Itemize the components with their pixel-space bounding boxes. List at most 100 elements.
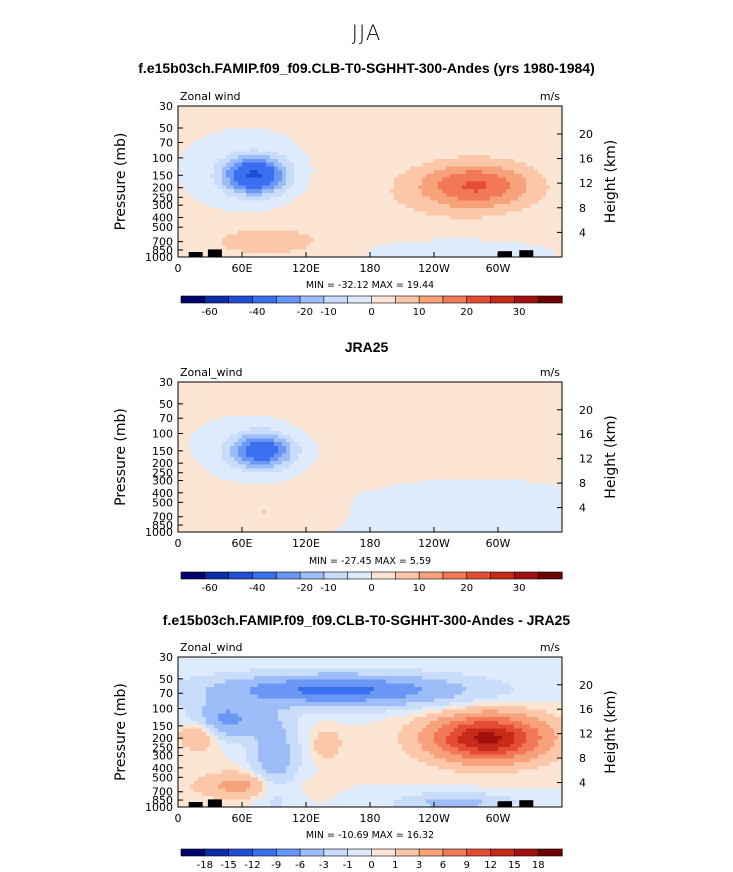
contour-cell bbox=[462, 121, 467, 126]
contour-cell bbox=[262, 181, 267, 186]
contour-cell bbox=[374, 389, 379, 394]
contour-cell bbox=[294, 215, 299, 220]
contour-cell bbox=[214, 181, 219, 186]
contour-cell bbox=[490, 185, 495, 190]
contour-cell bbox=[358, 155, 363, 160]
contour-cell bbox=[282, 226, 287, 231]
contour-cell bbox=[350, 151, 355, 156]
contour-cell bbox=[458, 241, 463, 247]
contour-cell bbox=[330, 162, 335, 167]
contour-cell bbox=[286, 219, 291, 224]
contour-cell bbox=[462, 419, 467, 424]
contour-cell bbox=[510, 196, 515, 201]
contour-cell bbox=[434, 128, 439, 133]
contour-cell bbox=[398, 234, 403, 239]
contour-cell bbox=[258, 151, 263, 156]
y-tick-label: 700 bbox=[152, 236, 173, 249]
contour-cell bbox=[194, 241, 199, 247]
contour-cell bbox=[318, 211, 323, 216]
contour-cell bbox=[418, 215, 423, 220]
contour-cell bbox=[350, 158, 355, 164]
contour-cell bbox=[506, 151, 511, 156]
contour-cell bbox=[342, 177, 347, 182]
contour-cell bbox=[534, 412, 539, 417]
contour-cell bbox=[518, 158, 523, 164]
contour-cell bbox=[242, 389, 247, 394]
contour-cell bbox=[250, 128, 255, 133]
contour-cell bbox=[290, 219, 295, 224]
contour-cell bbox=[302, 143, 307, 148]
contour-cell bbox=[518, 109, 523, 114]
contour-cell bbox=[450, 173, 455, 179]
contour-cell bbox=[542, 162, 547, 167]
contour-cell bbox=[474, 238, 479, 243]
contour-cell bbox=[242, 132, 247, 137]
contour-cell bbox=[518, 219, 523, 224]
contour-cell bbox=[322, 238, 327, 243]
contour-cell bbox=[306, 132, 311, 137]
contour-cell bbox=[450, 234, 455, 239]
contour-cell bbox=[362, 241, 367, 247]
contour-cell bbox=[438, 241, 443, 247]
contour-cell bbox=[466, 249, 471, 254]
contour-cell bbox=[546, 226, 551, 231]
contour-cell bbox=[342, 397, 347, 402]
contour-cell bbox=[330, 117, 335, 122]
contour-cell bbox=[414, 143, 419, 148]
contour-cell bbox=[374, 404, 379, 409]
contour-cell bbox=[182, 136, 187, 141]
contour-cell bbox=[202, 166, 207, 171]
contour-cell bbox=[378, 241, 383, 247]
contour-cell bbox=[290, 189, 295, 194]
contour-cell bbox=[374, 385, 379, 390]
contour-cell bbox=[186, 181, 191, 186]
contour-cell bbox=[282, 139, 287, 145]
contour-cell bbox=[510, 226, 515, 231]
contour-cell bbox=[554, 419, 559, 424]
contour-cell bbox=[530, 196, 535, 201]
contour-cell bbox=[250, 238, 255, 243]
contour-cell bbox=[234, 147, 239, 152]
contour-cell bbox=[446, 158, 451, 164]
contour-cell bbox=[546, 132, 551, 137]
contour-cell bbox=[534, 400, 539, 405]
contour-cell bbox=[202, 419, 207, 424]
contour-cell bbox=[222, 185, 227, 190]
contour-cell bbox=[406, 185, 411, 190]
contour-cell bbox=[466, 382, 471, 387]
contour-cell bbox=[334, 219, 339, 224]
contour-cell bbox=[210, 423, 215, 428]
contour-cell bbox=[218, 196, 223, 201]
contour-cell bbox=[290, 185, 295, 190]
contour-cell bbox=[382, 139, 387, 145]
contour-cell bbox=[554, 397, 559, 402]
contour-cell bbox=[482, 215, 487, 220]
contour-cell bbox=[298, 124, 303, 130]
contour-cell bbox=[378, 400, 383, 405]
contour-cell bbox=[230, 211, 235, 216]
contour-cell bbox=[234, 192, 239, 197]
contour-cell bbox=[234, 173, 239, 179]
contour-cell bbox=[182, 192, 187, 197]
contour-cell bbox=[450, 132, 455, 137]
contour-cell bbox=[186, 408, 191, 413]
contour-cell bbox=[470, 128, 475, 133]
contour-cell bbox=[314, 106, 319, 111]
contour-cell bbox=[238, 173, 243, 179]
contour-cell bbox=[558, 177, 563, 182]
contour-cell bbox=[290, 385, 295, 390]
contour-cell bbox=[350, 249, 355, 254]
contour-cell bbox=[234, 113, 239, 118]
contour-cell bbox=[330, 128, 335, 133]
contour-cell bbox=[494, 192, 499, 197]
contour-cell bbox=[510, 238, 515, 243]
contour-cell bbox=[254, 132, 259, 137]
contour-cell bbox=[362, 238, 367, 243]
contour-cell bbox=[242, 189, 247, 194]
contour-cell bbox=[346, 241, 351, 247]
contour-cell bbox=[538, 207, 543, 213]
contour-cell bbox=[322, 382, 327, 387]
contour-cell bbox=[226, 106, 231, 111]
contour-cell bbox=[426, 219, 431, 224]
contour-cell bbox=[230, 132, 235, 137]
